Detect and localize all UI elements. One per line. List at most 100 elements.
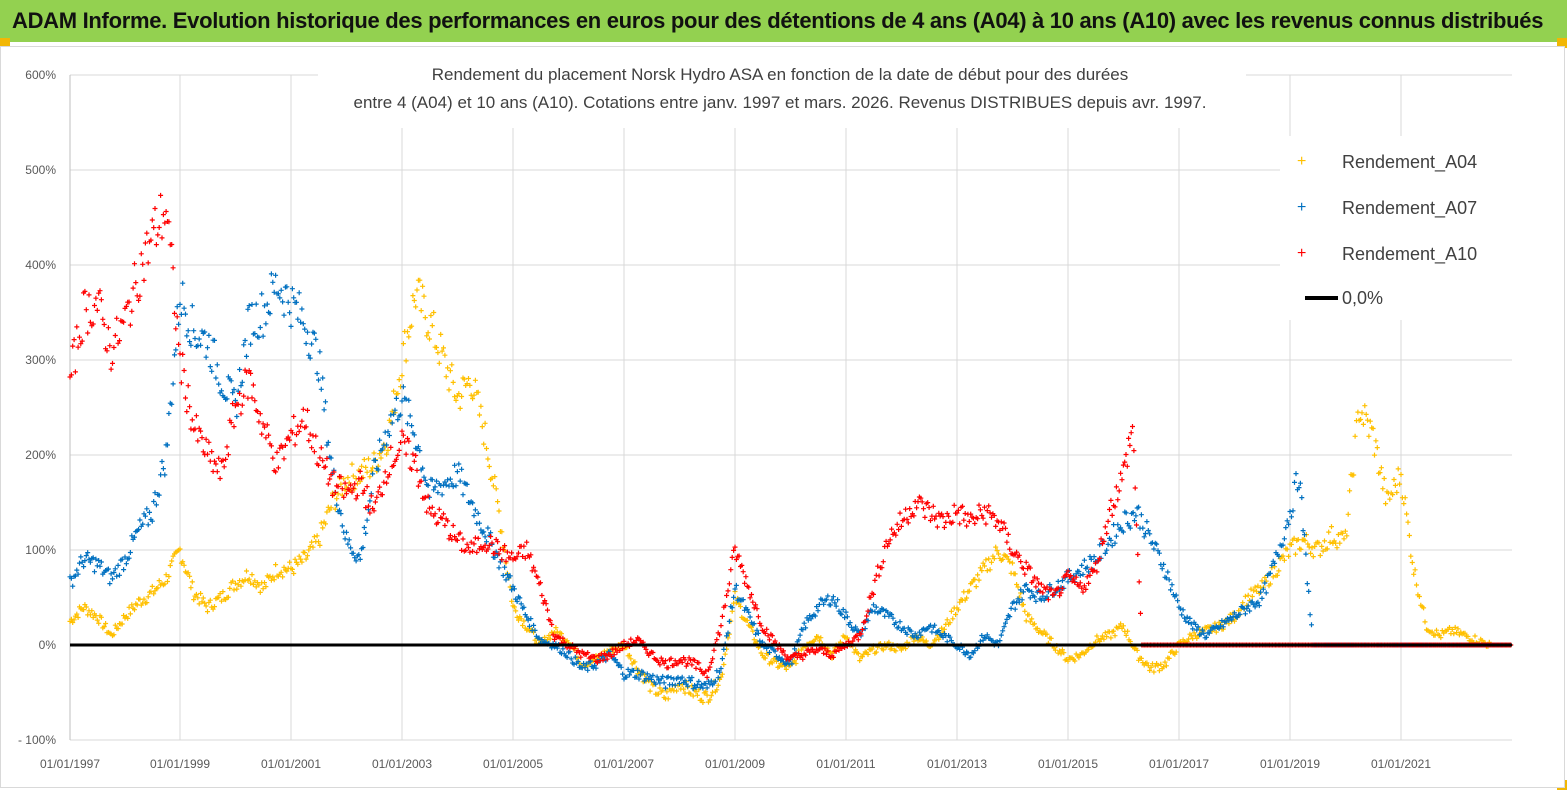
data-point [672, 682, 678, 688]
data-point [200, 449, 206, 455]
data-point [334, 496, 340, 502]
data-point [399, 373, 405, 379]
data-point [427, 336, 432, 342]
data-point [1180, 607, 1186, 613]
data-point [1187, 615, 1193, 621]
data-point [812, 650, 818, 656]
data-point [1316, 540, 1322, 546]
data-point [305, 329, 310, 335]
data-point [252, 578, 258, 584]
data-point [85, 550, 91, 556]
data-point [1098, 536, 1104, 542]
data-point [987, 567, 993, 573]
data-point [830, 654, 836, 660]
data-point [1434, 627, 1439, 633]
data-point [1267, 570, 1273, 576]
data-point [166, 219, 172, 225]
data-point [366, 456, 371, 462]
data-point [482, 534, 488, 540]
data-point [219, 598, 224, 604]
data-point [323, 464, 328, 470]
data-point [368, 468, 374, 474]
data-point [249, 302, 255, 307]
data-point [160, 212, 166, 218]
data-point [162, 472, 168, 478]
data-point [742, 580, 748, 586]
data-point [575, 659, 581, 664]
data-point [475, 535, 481, 541]
data-point [699, 682, 704, 688]
data-point [442, 523, 448, 528]
data-point [1182, 615, 1187, 621]
data-point [127, 611, 133, 617]
data-point [1216, 626, 1222, 631]
x-tick-label: 01/01/2021 [1371, 757, 1431, 771]
data-point [277, 295, 283, 301]
data-point [87, 612, 93, 618]
data-point [140, 521, 146, 527]
data-point [885, 609, 890, 615]
data-point [320, 525, 326, 531]
x-tick-label: 01/01/2003 [372, 757, 432, 771]
data-point [295, 561, 301, 567]
data-point [110, 360, 115, 366]
data-point [266, 432, 272, 438]
data-point [1023, 618, 1029, 624]
data-point [961, 517, 967, 523]
data-point [746, 584, 752, 590]
data-point [800, 656, 806, 662]
data-point [1047, 582, 1053, 588]
data-point [1297, 480, 1303, 486]
data-point [822, 646, 828, 652]
data-point [696, 678, 702, 684]
data-point [758, 623, 764, 629]
data-point [217, 591, 223, 597]
data-point [1034, 625, 1040, 631]
data-point [1390, 492, 1396, 498]
data-point [1083, 586, 1089, 592]
data-point [172, 310, 177, 316]
data-point [1018, 559, 1024, 565]
data-point [547, 618, 553, 624]
data-point [779, 656, 785, 662]
data-point [1076, 655, 1082, 661]
data-point [155, 585, 161, 591]
data-point [316, 462, 321, 468]
data-point [1102, 524, 1108, 530]
data-point [968, 654, 974, 660]
data-point [395, 391, 401, 397]
data-point [1022, 608, 1028, 614]
data-point [1144, 519, 1150, 525]
data-point [457, 530, 463, 536]
data-point [1199, 627, 1205, 633]
data-point [1429, 629, 1435, 635]
data-point [725, 630, 731, 636]
data-point [1001, 624, 1007, 630]
data-point [436, 360, 442, 366]
data-point [1255, 583, 1261, 589]
data-point [287, 310, 293, 316]
data-point [382, 469, 388, 475]
data-point [172, 352, 177, 358]
data-point [1245, 592, 1251, 598]
data-point [729, 605, 735, 611]
data-point [714, 668, 720, 674]
data-point [1135, 552, 1141, 557]
data-point [1111, 628, 1117, 634]
data-point [989, 514, 994, 520]
data-point [1003, 620, 1008, 626]
data-point [1456, 632, 1462, 638]
data-point [855, 637, 861, 643]
data-point [417, 277, 423, 283]
data-point [147, 509, 152, 515]
data-point [755, 630, 761, 636]
data-point [285, 299, 291, 305]
data-point [547, 636, 553, 642]
data-point [807, 649, 813, 655]
data-point [564, 654, 570, 660]
data-point [1151, 669, 1157, 675]
data-point [352, 481, 358, 487]
data-point [739, 562, 745, 568]
data-point [596, 653, 602, 658]
data-point [627, 652, 632, 658]
